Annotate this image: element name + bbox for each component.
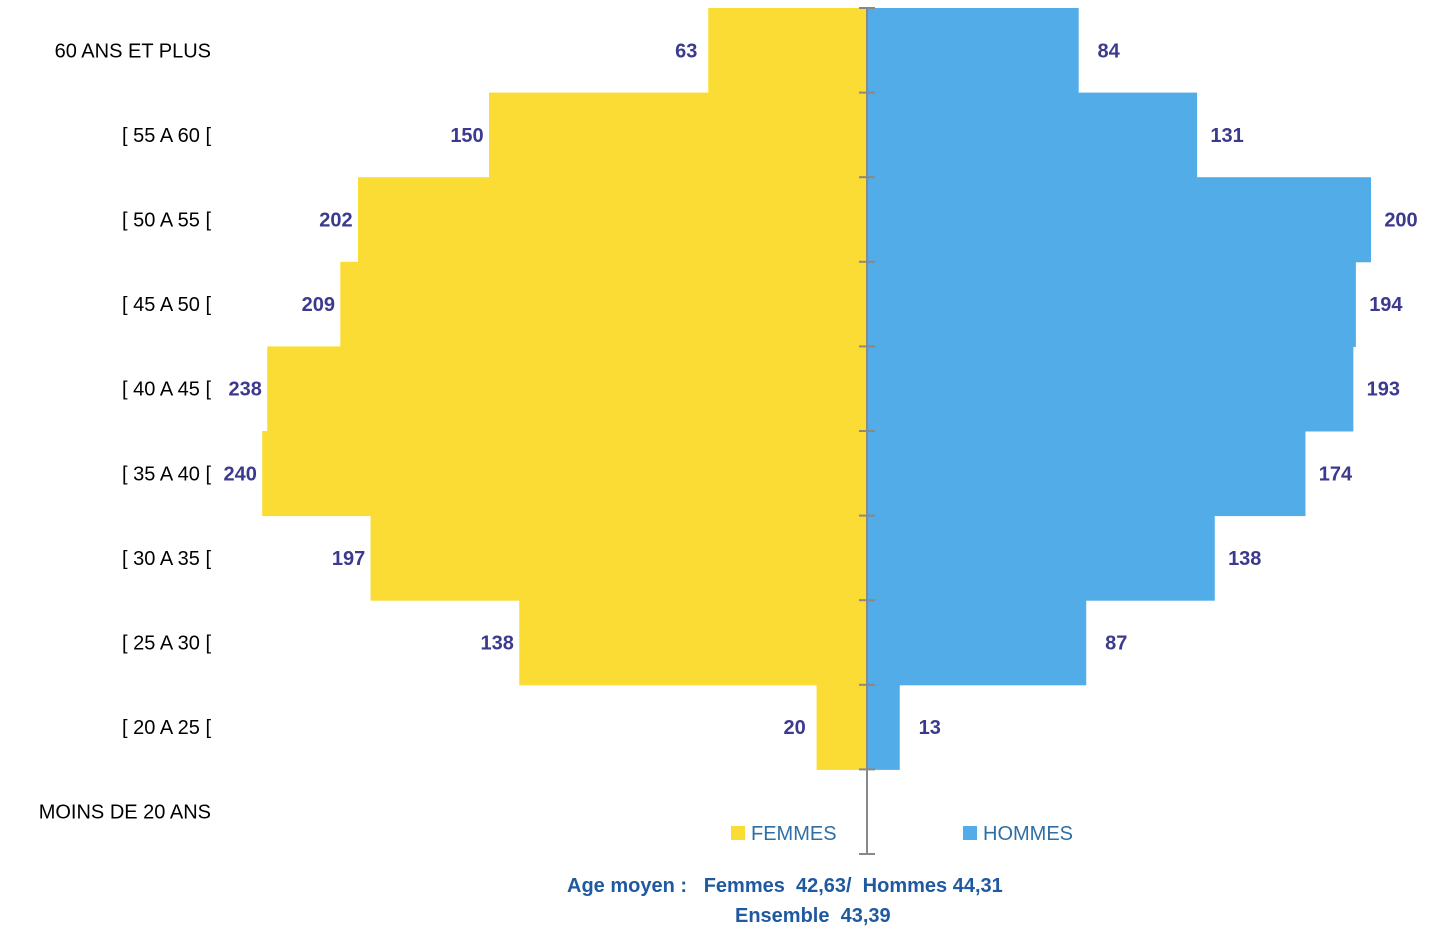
value-label-hommes: 131 <box>1210 125 1243 147</box>
bar-hommes <box>867 346 1354 432</box>
value-label-femmes: 202 <box>319 210 352 232</box>
value-label-hommes: 194 <box>1369 294 1403 316</box>
average-age-line: Age moyen : Femmes 42,63/ Hommes 44,31 <box>567 875 1003 897</box>
category-label: [ 40 A 45 [ <box>122 379 211 401</box>
legend: FEMMES HOMMES <box>731 823 1073 845</box>
bar-femmes <box>370 515 867 601</box>
category-labels: 60 ANS ET PLUS [ 55 A 60 [ [ 50 A 55 [ [ 45… <box>39 40 212 823</box>
value-label-femmes: 20 <box>783 717 805 739</box>
bar-hommes <box>867 431 1306 517</box>
bar-femmes <box>262 431 867 517</box>
bar-hommes <box>867 92 1198 178</box>
value-label-femmes: 197 <box>332 548 365 570</box>
value-label-femmes: 150 <box>450 125 483 147</box>
value-label-hommes: 174 <box>1319 463 1353 485</box>
value-label-femmes: 138 <box>481 633 514 655</box>
value-label-hommes: 138 <box>1228 548 1261 570</box>
value-label-femmes: 240 <box>224 463 257 485</box>
bar-femmes <box>708 8 867 94</box>
bar-hommes <box>867 600 1087 686</box>
bar-femmes <box>489 92 867 178</box>
bar-hommes <box>867 177 1371 263</box>
category-label: [ 25 A 30 [ <box>122 633 211 655</box>
legend-label-hommes: HOMMES <box>983 823 1073 845</box>
value-label-hommes: 84 <box>1098 40 1121 62</box>
value-label-hommes: 13 <box>919 717 941 739</box>
category-label: [ 30 A 35 [ <box>122 548 211 570</box>
bar-hommes <box>867 515 1215 601</box>
value-label-femmes: 63 <box>675 40 697 62</box>
value-label-hommes: 87 <box>1105 633 1127 655</box>
category-label: MOINS DE 20 ANS <box>39 802 211 824</box>
value-label-hommes: 200 <box>1384 210 1417 232</box>
category-label: [ 55 A 60 [ <box>122 125 211 147</box>
bar-femmes <box>340 261 867 347</box>
bar-femmes <box>519 600 867 686</box>
legend-swatch-femmes <box>731 826 745 840</box>
bar-femmes <box>357 177 867 263</box>
bar-hommes <box>867 261 1356 347</box>
bar-hommes <box>867 8 1079 94</box>
category-label: [ 45 A 50 [ <box>122 294 211 316</box>
bar-hommes <box>867 684 900 770</box>
value-label-hommes: 193 <box>1367 379 1400 401</box>
overall-average-line: Ensemble 43,39 <box>735 905 891 927</box>
category-label: [ 50 A 55 [ <box>122 210 211 232</box>
value-label-femmes: 209 <box>302 294 335 316</box>
bars-group <box>262 8 1371 770</box>
center-axis <box>859 7 875 855</box>
bar-femmes <box>816 684 867 770</box>
category-label: 60 ANS ET PLUS <box>55 40 211 62</box>
legend-swatch-hommes <box>963 826 977 840</box>
legend-label-femmes: FEMMES <box>751 823 837 845</box>
category-label: [ 35 A 40 [ <box>122 463 211 485</box>
bar-femmes <box>267 346 867 432</box>
category-label: [ 20 A 25 [ <box>122 717 211 739</box>
value-label-femmes: 238 <box>229 379 262 401</box>
